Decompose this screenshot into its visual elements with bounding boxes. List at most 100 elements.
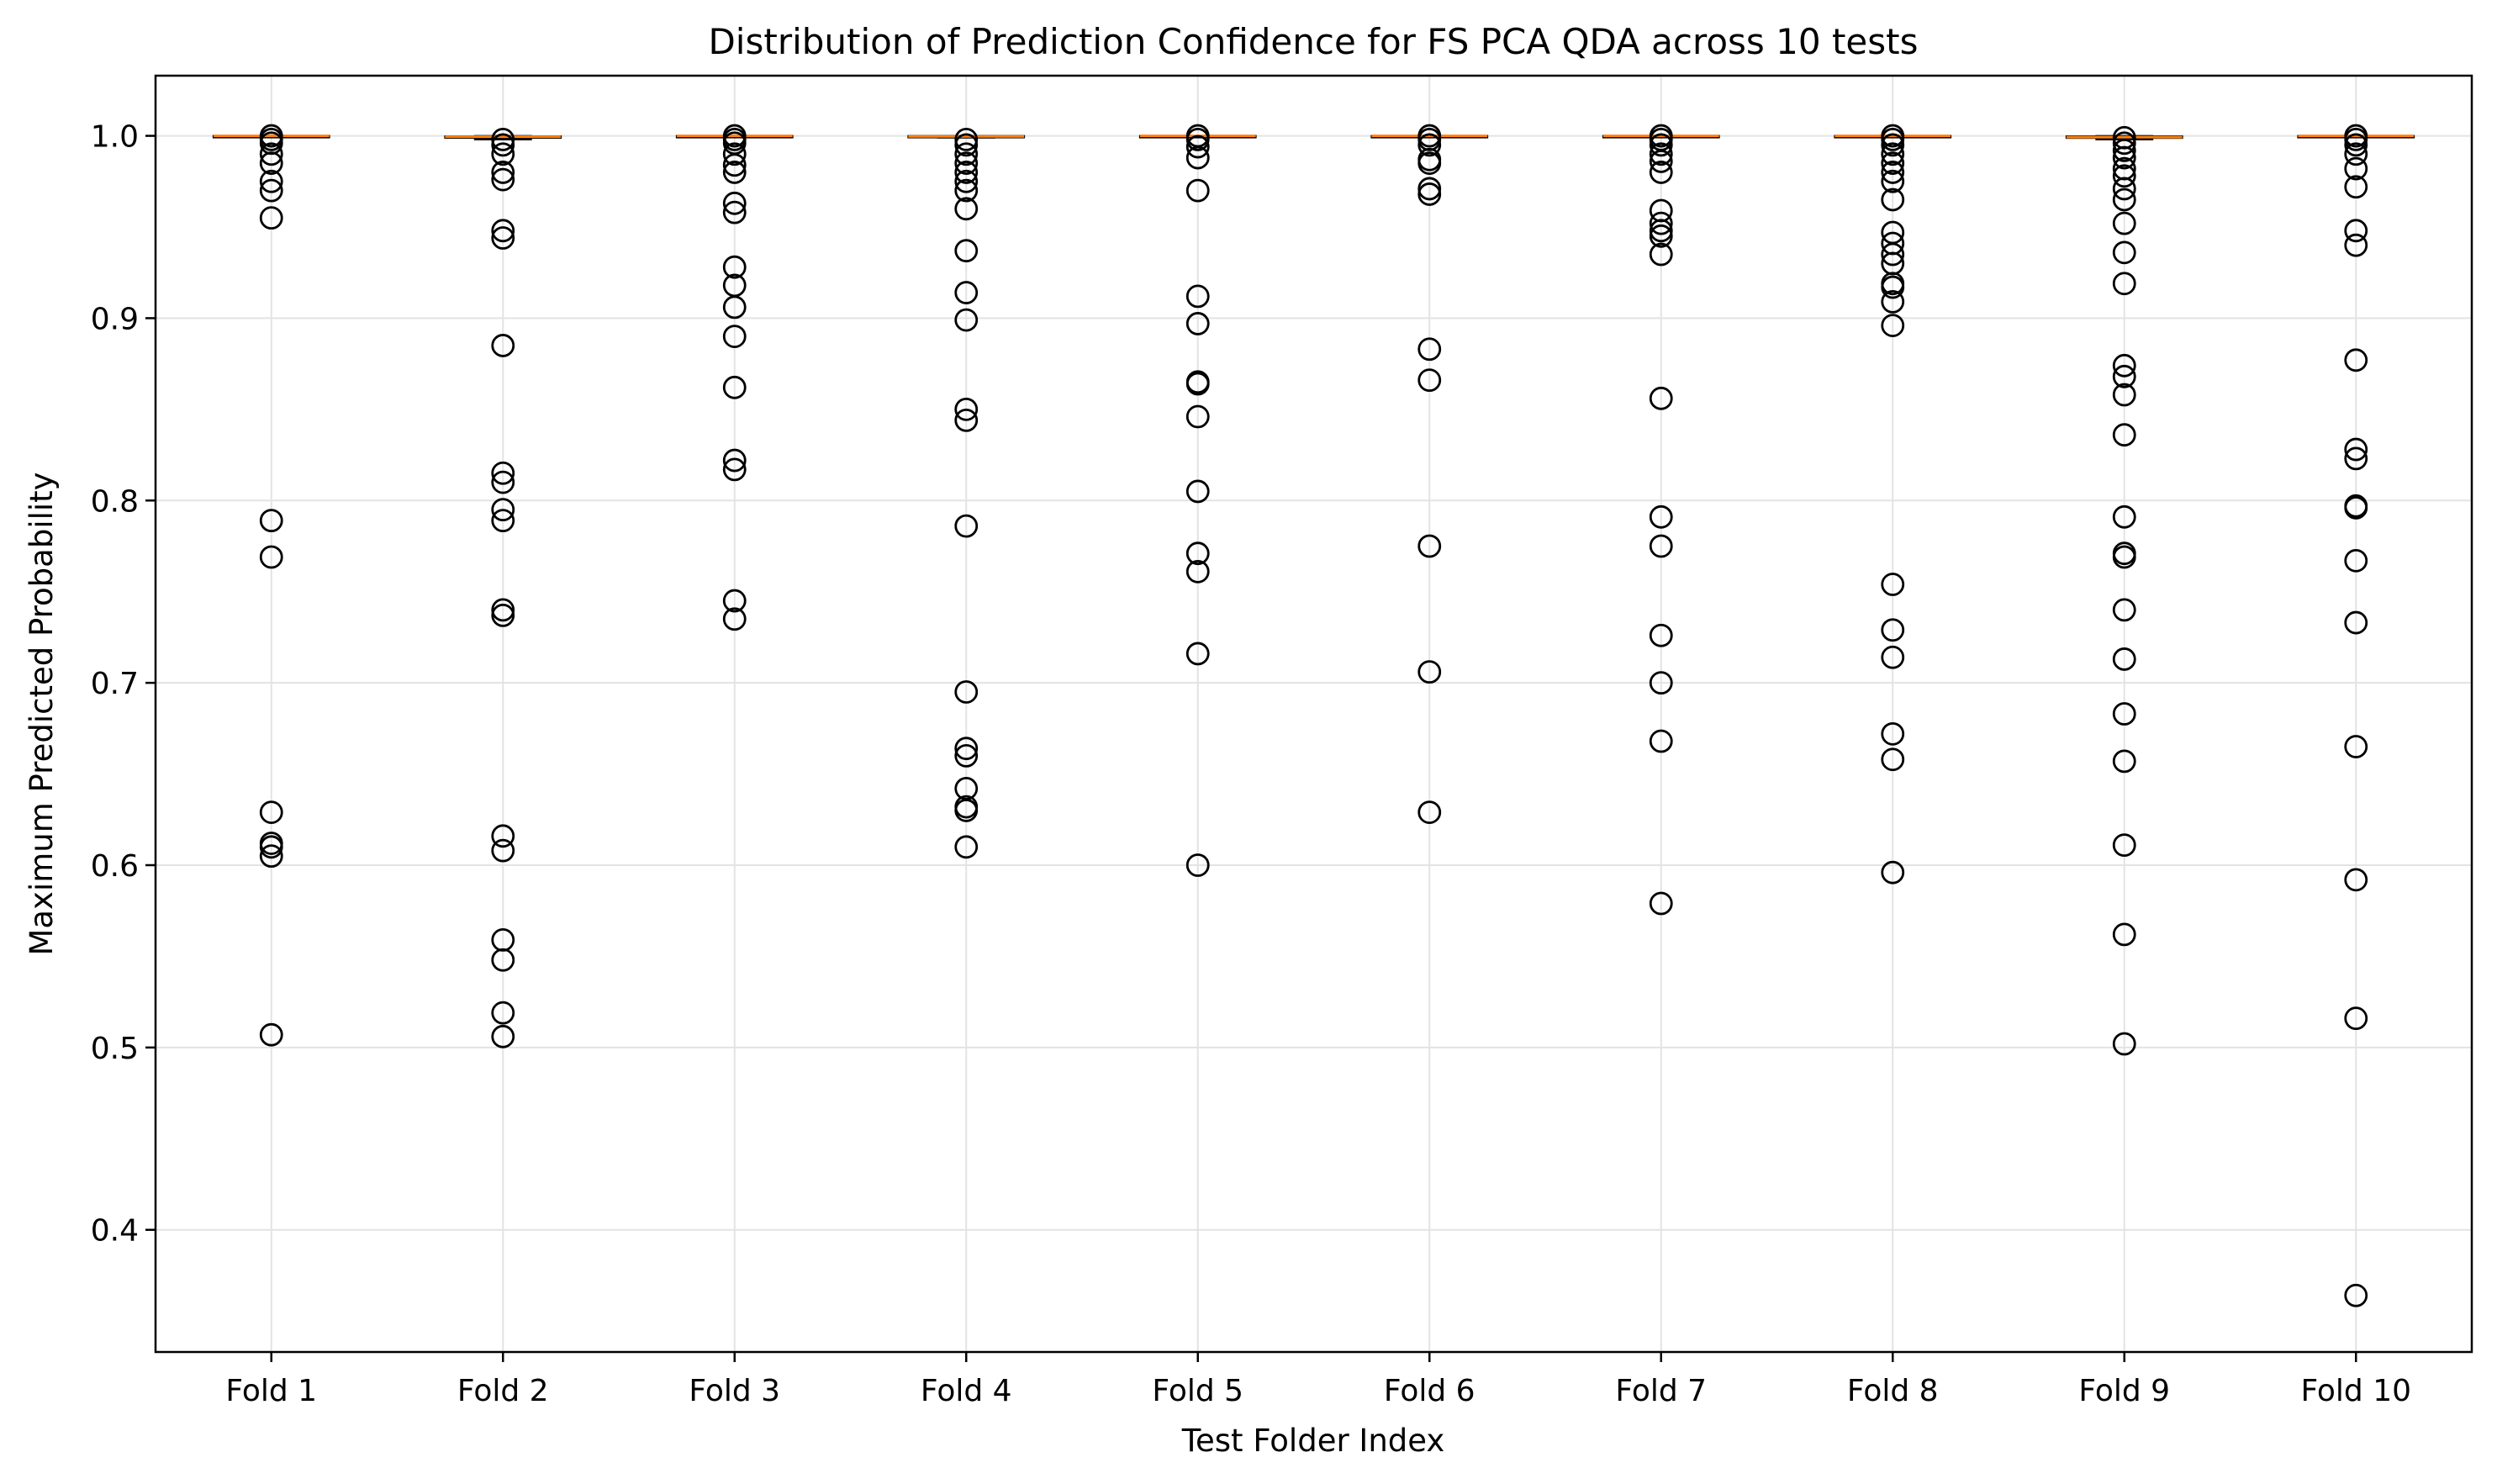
box-7 — [1602, 135, 1720, 139]
outlier-point — [722, 589, 747, 613]
outlier-point — [2112, 187, 2136, 212]
outlier-point — [1649, 242, 1673, 267]
outlier-point — [1185, 853, 1210, 877]
x-tick-label: Fold 6 — [1384, 1374, 1476, 1408]
outlier-point — [259, 835, 283, 859]
y-tick-label: 1.0 — [91, 120, 139, 155]
outlier-point — [722, 607, 747, 631]
outlier-point — [2344, 548, 2368, 573]
outlier-point — [954, 151, 979, 175]
y-tick-label: 0.5 — [91, 1032, 139, 1066]
box-3 — [675, 135, 794, 139]
outlier-point — [722, 255, 747, 279]
outlier-point — [722, 161, 747, 184]
outlier-point — [1417, 182, 1442, 206]
outlier-point — [1417, 800, 1442, 825]
outlier-point — [954, 397, 979, 421]
outlier-point — [1649, 504, 1673, 529]
outlier-point — [1185, 372, 1210, 396]
outlier-point — [1185, 642, 1210, 666]
outlier-point — [259, 509, 283, 533]
outlier-point — [2344, 496, 2368, 520]
outlier-point — [491, 603, 515, 627]
chart-title: Distribution of Prediction Confidence fo… — [708, 21, 1918, 62]
outlier-point — [259, 800, 283, 825]
box-layer — [212, 135, 2415, 140]
outlier-point — [259, 1022, 283, 1047]
outlier-point — [2344, 127, 2368, 151]
outlier-point — [954, 799, 979, 822]
box-10 — [2297, 135, 2415, 139]
outlier-point — [1417, 337, 1442, 362]
outlier-point — [1417, 177, 1442, 201]
x-tick-label: Fold 2 — [457, 1374, 549, 1408]
outlier-point — [722, 448, 747, 473]
outlier-point — [1185, 479, 1210, 504]
outlier-point — [954, 408, 979, 432]
outlier-point — [259, 545, 283, 569]
outlier-point — [2112, 131, 2136, 156]
outlier-point — [259, 178, 283, 203]
outlier-point — [2112, 177, 2136, 201]
plot-area-frame — [154, 74, 2473, 1354]
outlier-point — [2112, 211, 2136, 235]
outlier-point — [2112, 598, 2136, 622]
outlier-point — [491, 598, 515, 622]
outlier-point — [1881, 860, 1905, 885]
outlier-point — [1881, 618, 1905, 642]
x-tick-label: Fold 5 — [1152, 1374, 1243, 1408]
outlier-point — [954, 239, 979, 263]
axis-layer: 0.4 0.5 0.6 0.7 0.8 0.9 1.0 Fold 1 Fold 2 Fold 3 F… — [91, 120, 2411, 1408]
y-tick-label: 0.4 — [91, 1214, 139, 1249]
outlier-point — [491, 470, 515, 494]
outlier-point — [1881, 747, 1905, 772]
outlier-point — [954, 308, 979, 332]
outlier-point — [1649, 219, 1673, 243]
outlier-point — [954, 178, 979, 203]
outlier-point — [1417, 660, 1442, 684]
outlier-point — [491, 161, 515, 184]
outlier-point — [2112, 504, 2136, 529]
outlier-point — [491, 838, 515, 863]
outlier-point — [1185, 541, 1210, 566]
box-6 — [1370, 135, 1489, 139]
grid-layer — [156, 76, 2472, 1352]
box-1 — [212, 135, 330, 139]
outlier-point — [1881, 187, 1905, 212]
outlier-point — [2344, 156, 2368, 181]
outlier-point — [1649, 133, 1673, 157]
x-tick-label: Fold 10 — [2300, 1374, 2411, 1408]
outlier-point — [2112, 364, 2136, 388]
outlier-point — [722, 325, 747, 349]
outlier-point — [1417, 368, 1442, 393]
box-4 — [907, 135, 1026, 139]
outlier-point — [2344, 735, 2368, 758]
outlier-point — [259, 206, 283, 230]
outlier-point — [1417, 133, 1442, 157]
outlier-point — [1649, 623, 1673, 647]
outlier-point — [954, 127, 979, 151]
outlier-point — [259, 844, 283, 869]
outlier-point — [491, 133, 515, 157]
outlier-point — [2112, 272, 2136, 296]
outlier-point — [2112, 702, 2136, 726]
outlier-point — [2112, 833, 2136, 858]
outlier-point — [722, 295, 747, 320]
outlier-point — [491, 1001, 515, 1025]
outlier-layer — [259, 124, 2368, 1307]
x-tick-label: Fold 3 — [689, 1374, 780, 1408]
outlier-point — [1881, 242, 1905, 267]
outlier-point — [2112, 164, 2136, 188]
outlier-point — [2112, 383, 2136, 407]
x-tick-label: Fold 4 — [921, 1374, 1012, 1408]
outlier-point — [491, 167, 515, 192]
outlier-point — [2112, 353, 2136, 378]
outlier-point — [491, 509, 515, 533]
outlier-point — [1649, 224, 1673, 248]
y-tick-label: 0.8 — [91, 484, 139, 519]
outlier-point — [954, 737, 979, 761]
outlier-point — [1649, 150, 1673, 173]
outlier-point — [954, 743, 979, 768]
outlier-point — [954, 197, 979, 221]
